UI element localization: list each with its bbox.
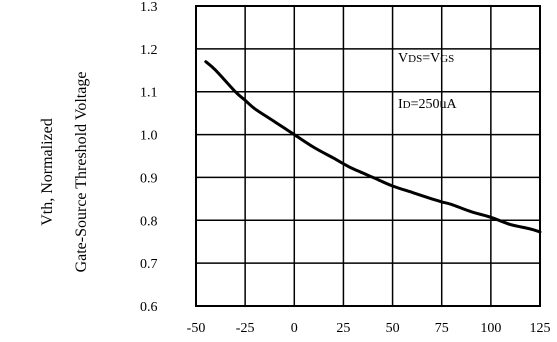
- grid: [195, 5, 541, 307]
- annotation-text: DS: [408, 53, 422, 65]
- x-tick-label: 75: [435, 321, 449, 336]
- x-tick-label: 25: [336, 321, 350, 336]
- y-tick-label: 0.8: [140, 214, 158, 229]
- annotation-text: D: [403, 99, 411, 111]
- annotation-text: =V: [422, 51, 440, 66]
- y-tick-label: 0.7: [140, 257, 158, 272]
- annotation-2: ID=250uA: [398, 97, 458, 112]
- y-axis-label: Vth, Normalized Gate-Source Threshold Vo…: [39, 72, 90, 273]
- y-tick-label: 1.1: [140, 86, 158, 101]
- y-axis-label-line1: Vth, Normalized: [39, 118, 56, 226]
- x-tick-label: -25: [236, 321, 255, 336]
- y-tick-label: 1.0: [140, 129, 158, 144]
- y-tick-label: 0.6: [140, 300, 158, 315]
- series-line: [204, 60, 542, 234]
- y-tick-label: 1.2: [140, 43, 158, 58]
- y-axis-label-line2: Gate-Source Threshold Voltage: [73, 72, 90, 273]
- annotation-text: V: [398, 51, 408, 66]
- x-tick-label: 125: [530, 321, 551, 336]
- annotation-text: =250uA: [411, 97, 458, 112]
- x-tick-label: 0: [291, 321, 298, 336]
- annotation-text: GS: [440, 53, 454, 65]
- x-tick-label: -50: [187, 321, 206, 336]
- annotation-1: VDS=VGS: [398, 51, 454, 66]
- annotations: VDS=VGS ID=250uA: [398, 51, 458, 112]
- y-tick-labels: 0.6 0.7 0.8 0.9 1.0 1.1 1.2 1.3: [140, 0, 158, 315]
- x-tick-labels: -50 -25 0 25 50 75 100 125: [187, 321, 551, 336]
- x-tick-label: 100: [480, 321, 501, 336]
- y-tick-label: 0.9: [140, 171, 158, 186]
- annotation-text: I: [398, 97, 403, 112]
- x-tick-label: 50: [386, 321, 400, 336]
- y-tick-label: 1.3: [140, 0, 158, 15]
- plot-frame: [195, 5, 541, 307]
